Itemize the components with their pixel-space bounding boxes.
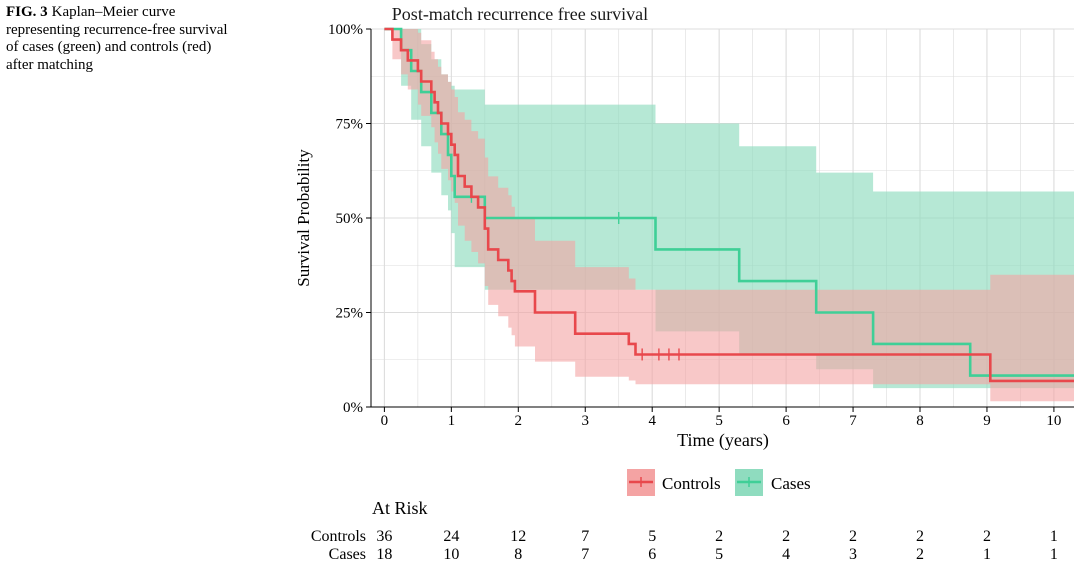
x-tick-label: 4 [648,413,656,429]
y-axis-label: Survival Probability [294,149,313,287]
x-tick-label: 9 [983,413,991,429]
at-risk-cases-label: Cases [329,546,366,563]
x-tick-label: 0 [381,413,389,429]
at-risk-controls-value: 7 [581,528,589,545]
at-risk-controls-value: 36 [376,528,392,545]
controls-survival-curve [384,27,1074,383]
at-risk-controls-value: 2 [782,528,790,545]
figure-label: FIG. 3 [6,4,48,20]
at-risk-controls-value: 2 [983,528,991,545]
at-risk-controls-value: 2 [715,528,723,545]
figure-caption-text: Kaplan–Meier curve representing recurren… [6,4,228,73]
at-risk-title: At Risk [372,498,428,518]
x-tick-label: 1 [448,413,456,429]
at-risk-cases-value: 18 [376,546,392,563]
axes: 0 1 2 3 4 5 6 7 8 9 100%25%50%75%100% [328,22,1074,429]
at-risk-cases-value: 10 [443,546,459,563]
legend: Controls Cases [627,469,811,496]
at-risk-cases-value: 5 [715,546,723,563]
x-axis-label: Time (years) [677,430,769,451]
x-tick-label: 2 [515,413,523,429]
x-tick-label: 7 [849,413,857,429]
at-risk-cases-value: 1 [1050,546,1058,563]
x-tick-label: 8 [916,413,924,429]
at-risk-controls-value: 24 [443,528,459,545]
at-risk-cases-value: 3 [849,546,857,563]
at-risk-table: At Risk Controls Cases 36 24 12 7 5 2 2 2 2 2 118 1… [311,498,1058,563]
x-tick-label: 10 [1046,413,1061,429]
x-tick-label: 3 [581,413,589,429]
y-tick-label: 0% [343,400,363,416]
at-risk-cases-value: 4 [782,546,790,563]
at-risk-values: 36 24 12 7 5 2 2 2 2 2 118 10 8 7 6 5 4 3 2 1 1 [376,528,1058,563]
at-risk-cases-value: 2 [916,546,924,563]
at-risk-controls-value: 5 [648,528,656,545]
y-tick-label: 75% [336,117,364,133]
y-tick-label: 25% [336,306,364,322]
chart-title: Post-match recurrence free survival [392,4,648,24]
at-risk-cases-value: 8 [514,546,522,563]
figure-caption: FIG. 3 Kaplan–Meier curve representing re… [6,4,231,74]
at-risk-controls-label: Controls [311,528,366,545]
y-tick-label: 50% [336,211,364,227]
at-risk-cases-value: 1 [983,546,991,563]
confidence-bands [384,29,1074,402]
legend-cases-label: Cases [771,474,811,493]
at-risk-controls-value: 12 [510,528,526,545]
survival-curves [384,27,1074,383]
legend-controls-label: Controls [662,474,721,493]
at-risk-cases-value: 6 [648,546,656,563]
controls-confidence-band [384,29,1074,402]
at-risk-controls-value: 2 [916,528,924,545]
at-risk-controls-value: 2 [849,528,857,545]
y-tick-label: 100% [328,22,363,38]
x-tick-label: 6 [782,413,790,429]
at-risk-cases-value: 7 [581,546,589,563]
x-tick-label: 5 [715,413,723,429]
at-risk-controls-value: 1 [1050,528,1058,545]
